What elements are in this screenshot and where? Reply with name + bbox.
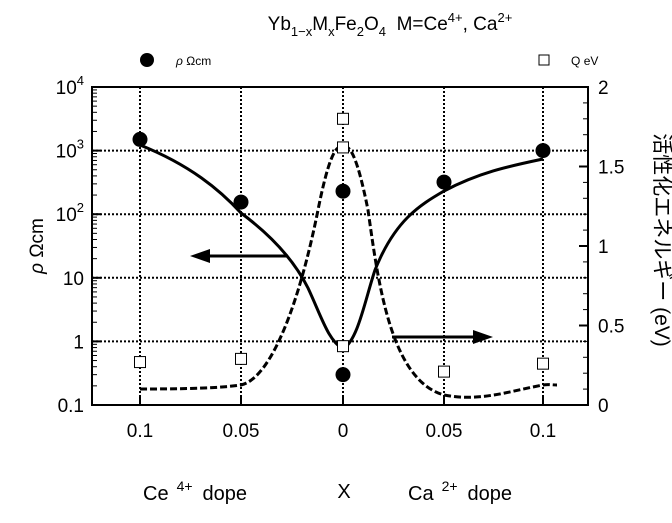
plot-frame bbox=[91, 86, 589, 406]
rho-fit-curve bbox=[139, 143, 544, 351]
tick-marks bbox=[92, 86, 588, 406]
q-fit-curve bbox=[139, 144, 558, 399]
left-y-axis-label: ρ Ωcm bbox=[27, 218, 48, 275]
x-axis-label-x: X bbox=[337, 481, 350, 503]
q-data-point bbox=[337, 141, 349, 154]
left-y-tick-labels: 0.1 1 10 102 103 104 bbox=[56, 73, 84, 417]
arrow-left-annotation bbox=[190, 249, 288, 263]
left-y-tick-label: 103 bbox=[56, 137, 84, 163]
x-tick-label: 0 bbox=[338, 421, 349, 442]
q-data-point bbox=[235, 352, 247, 365]
data-markers bbox=[132, 112, 551, 383]
legend: ρ Ωcm Q eV bbox=[140, 53, 598, 68]
q-data-point bbox=[438, 365, 450, 378]
right-y-tick-label: 0 bbox=[598, 396, 609, 417]
rho-data-point bbox=[233, 194, 249, 210]
legend-q-marker bbox=[538, 54, 550, 66]
q-data-point bbox=[337, 340, 349, 353]
x-tick-labels: 0.1 0.05 0 0.05 0.1 bbox=[127, 421, 556, 442]
q-data-point bbox=[537, 357, 549, 370]
x-tick-label: 0.05 bbox=[223, 421, 260, 442]
right-y-tick-label: 0.5 bbox=[598, 317, 624, 338]
left-y-tick-label: 0.1 bbox=[58, 396, 84, 417]
right-y-tick-label: 2 bbox=[598, 78, 609, 99]
x-axis-label-ce-dope: Ce 4+ dope bbox=[143, 478, 247, 505]
grid bbox=[92, 87, 588, 405]
rho-data-point bbox=[535, 143, 551, 159]
q-data-point bbox=[337, 112, 349, 125]
left-y-tick-label: 1 bbox=[73, 332, 84, 353]
legend-rho-marker bbox=[140, 53, 154, 67]
right-y-tick-labels: 0 0.5 1 1.5 2 bbox=[598, 78, 624, 417]
right-y-tick-label: 1.5 bbox=[598, 158, 624, 179]
left-y-tick-label: 104 bbox=[56, 73, 84, 99]
rho-data-point bbox=[335, 367, 351, 383]
chart-title: Yb1−xMxFe2O4 M=Ce4+, Ca2+ bbox=[268, 10, 513, 39]
rho-data-point bbox=[132, 131, 148, 147]
right-y-tick-label: 1 bbox=[598, 237, 609, 258]
x-tick-label: 0.1 bbox=[127, 421, 153, 442]
x-axis-label-ca-dope: Ca 2+ dope bbox=[408, 478, 512, 505]
left-y-tick-label: 10 bbox=[63, 269, 84, 290]
q-data-point bbox=[134, 356, 146, 369]
right-y-axis-label: 活性化エネルギー (eV) bbox=[650, 133, 672, 347]
x-tick-label: 0.05 bbox=[426, 421, 463, 442]
legend-q-label: Q eV bbox=[571, 54, 598, 68]
rho-data-point bbox=[436, 174, 452, 190]
rho-data-point bbox=[335, 183, 351, 199]
left-y-tick-label: 102 bbox=[56, 200, 84, 226]
arrow-right-annotation bbox=[392, 330, 493, 344]
x-tick-label: 0.1 bbox=[530, 421, 556, 442]
legend-rho-label: ρ Ωcm bbox=[175, 54, 211, 68]
